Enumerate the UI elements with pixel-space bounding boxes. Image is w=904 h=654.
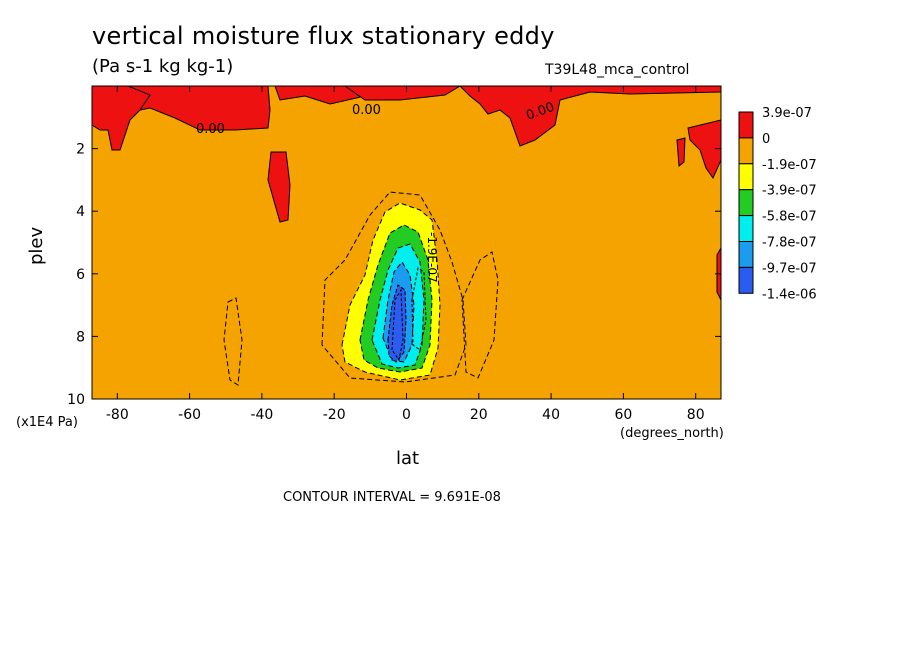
colorbar-label: 0 [762, 132, 770, 147]
x-tick-label: -80 [106, 407, 129, 423]
contour-line [223, 297, 243, 386]
colorbar-swatch [738, 189, 754, 217]
positive-region [344, 86, 461, 101]
contour-line [461, 251, 499, 379]
colorbar-swatch [738, 137, 754, 165]
x-tick-label: 20 [470, 407, 488, 423]
colorbar-swatch [738, 163, 754, 191]
x-axis-units: (degrees_north) [620, 426, 724, 441]
x-axis-label: lat [396, 448, 420, 469]
colorbar-label: -9.7e-07 [762, 261, 817, 276]
colorbar-swatch [738, 215, 754, 243]
contour-interval: CONTOUR INTERVAL = 9.691E-08 [283, 490, 501, 505]
x-tick-label: 0 [402, 407, 411, 423]
x-axis: -80 -60 -40 -20 0 20 40 60 80 [106, 86, 705, 423]
positive-region [274, 86, 366, 105]
y-tick-label: 4 [76, 204, 85, 220]
y-axis: 2 4 6 8 10 [67, 142, 721, 408]
x-tick-label: -40 [250, 407, 273, 423]
chart-subtitle: (Pa s-1 kg kg-1) [92, 56, 234, 77]
x-tick-label: 80 [687, 407, 705, 423]
x-tick-label: -20 [323, 407, 346, 423]
plot-field: 0.00 0.00 0.00 -1.9E-07 [92, 86, 721, 399]
contour-line [411, 267, 427, 351]
x-tick-label: 60 [614, 407, 632, 423]
positive-region [687, 119, 721, 180]
positive-region [127, 86, 271, 131]
chart-title: vertical moisture flux stationary eddy [92, 22, 555, 50]
y-axis-label: plev [26, 226, 47, 265]
colorbar-label: -3.9e-07 [762, 184, 817, 199]
run-label: T39L48_mca_control [545, 62, 690, 78]
positive-region [459, 86, 721, 147]
colorbar-swatch [738, 241, 754, 268]
y-tick-label: 8 [76, 329, 85, 345]
x-tick-label: 40 [542, 407, 560, 423]
y-tick-label: 6 [76, 267, 85, 283]
colorbar-label: -1.4e-06 [762, 287, 817, 302]
positive-region [676, 137, 686, 167]
contour-label: 0.00 [196, 122, 225, 137]
y-tick-label: 2 [76, 142, 85, 158]
colorbar-label: -1.9e-07 [762, 158, 817, 173]
colorbar-label: -7.8e-07 [762, 236, 817, 251]
x-tick-label: -60 [178, 407, 201, 423]
colorbar-label: -5.8e-07 [762, 210, 817, 225]
y-tick-label: 10 [67, 392, 85, 408]
colorbar-label: 3.9e-07 [762, 106, 812, 121]
colorbar-swatch [738, 111, 754, 139]
positive-region [267, 151, 291, 223]
colorbar: 3.9e-07 0 -1.9e-07 -3.9e-07 -5.8e-07 -7.8e-07… [738, 106, 817, 302]
contour-label: -1.9E-07 [425, 232, 439, 283]
y-axis-units: (x1E4 Pa) [16, 415, 78, 430]
colorbar-swatch [738, 266, 754, 294]
contour-line [391, 288, 404, 362]
contour-label: 0.00 [352, 103, 381, 118]
